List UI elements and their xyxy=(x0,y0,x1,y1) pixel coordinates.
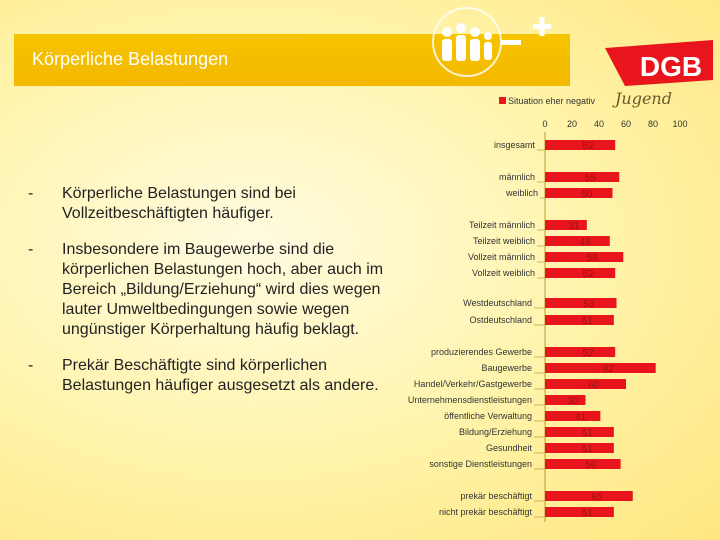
bar-value-label: 52 xyxy=(583,269,595,280)
bar-value-label: 60 xyxy=(588,380,600,391)
category-label: produzierendes Gewerbe xyxy=(431,347,532,357)
bar xyxy=(545,379,626,389)
bar xyxy=(545,427,614,437)
bullet-marker: - xyxy=(28,185,34,202)
bar xyxy=(545,443,614,453)
bullet-item: - Insbesondere im Baugewerbe sind die kö… xyxy=(28,240,398,340)
bullet-text: Körperliche Belastungen sind bei Vollzei… xyxy=(62,185,296,222)
bar xyxy=(545,172,620,182)
category-label: öffentliche Verwaltung xyxy=(444,411,532,421)
bar xyxy=(545,411,601,421)
bar-value-label: 53 xyxy=(583,299,595,310)
category-label: Vollzeit männlich xyxy=(468,252,535,262)
category-label: Baugewerbe xyxy=(481,363,532,373)
category-label: insgesamt xyxy=(494,140,536,150)
bar-value-label: 52 xyxy=(583,348,595,359)
bar-value-label: 48 xyxy=(580,237,592,248)
x-tick-label: 40 xyxy=(594,119,604,129)
legend-swatch xyxy=(499,97,506,104)
bar xyxy=(545,347,616,357)
category-label: männlich xyxy=(499,172,535,182)
bullet-item: - Prekär Beschäftigte sind körperlichen … xyxy=(28,356,398,396)
category-label: sonstige Dienstleistungen xyxy=(429,459,532,469)
bar xyxy=(545,268,616,278)
category-label: Handel/Verkehr/Gastgewerbe xyxy=(414,379,532,389)
bullet-list: - Körperliche Belastungen sind bei Vollz… xyxy=(28,184,398,412)
bar-value-label: 31 xyxy=(568,221,580,232)
bar-value-label: 50 xyxy=(581,189,593,200)
x-tick-label: 0 xyxy=(542,119,547,129)
bar xyxy=(545,459,621,469)
category-label: Gesundheit xyxy=(486,443,533,453)
bar xyxy=(545,298,617,308)
bar-value-label: 56 xyxy=(585,460,597,471)
category-label: Vollzeit weiblich xyxy=(472,268,535,278)
bullet-text: Prekär Beschäftigte sind körperlichen Be… xyxy=(62,357,379,394)
bar xyxy=(545,220,587,230)
bar-value-label: 51 xyxy=(582,444,594,455)
bar xyxy=(545,507,614,517)
category-label: Teilzeit weiblich xyxy=(473,236,535,246)
category-label: nicht prekär beschäftigt xyxy=(439,507,533,517)
x-tick-label: 80 xyxy=(648,119,658,129)
category-label: prekär beschäftigt xyxy=(460,491,532,501)
bar xyxy=(545,140,616,150)
bar-value-label: 55 xyxy=(585,173,597,184)
category-label: Bildung/Erziehung xyxy=(459,427,532,437)
bar xyxy=(545,188,613,198)
bar-value-label: 51 xyxy=(582,508,594,519)
bar xyxy=(545,315,614,325)
bullet-item: - Körperliche Belastungen sind bei Vollz… xyxy=(28,184,398,224)
bullet-marker: - xyxy=(28,241,34,258)
bar-value-label: 41 xyxy=(575,412,587,423)
x-tick-label: 20 xyxy=(567,119,577,129)
dgb-jugend-logo: DGB Jugend xyxy=(605,40,713,108)
bar-value-label: 58 xyxy=(587,253,599,264)
bar xyxy=(545,252,624,262)
x-tick-label: 100 xyxy=(672,119,687,129)
bar-value-label: 51 xyxy=(582,316,594,327)
category-label: Westdeutschland xyxy=(463,298,532,308)
bullet-marker: - xyxy=(28,357,34,374)
bullet-text: Insbesondere im Baugewerbe sind die körp… xyxy=(62,241,384,338)
bar-value-label: 65 xyxy=(591,492,603,503)
bar-value-label: 30 xyxy=(568,396,580,407)
logo-subtext: Jugend xyxy=(612,89,672,108)
bar xyxy=(545,395,586,405)
category-label: Ostdeutschland xyxy=(469,315,532,325)
legend-label: Situation eher negativ xyxy=(508,96,596,106)
logo-text: DGB xyxy=(640,51,702,82)
bar-value-label: 52 xyxy=(583,141,595,152)
x-tick-label: 60 xyxy=(621,119,631,129)
people-icon xyxy=(432,7,551,77)
category-label: Unternehmensdienstleistungen xyxy=(408,395,532,405)
bar-value-label: 82 xyxy=(603,364,615,375)
category-label: weiblich xyxy=(505,188,538,198)
bar-value-label: 51 xyxy=(582,428,594,439)
slide-title: Körperliche Belastungen xyxy=(32,49,229,69)
category-label: Teilzeit männlich xyxy=(469,220,535,230)
bar xyxy=(545,236,610,246)
bar xyxy=(545,491,633,501)
bar xyxy=(545,363,656,373)
